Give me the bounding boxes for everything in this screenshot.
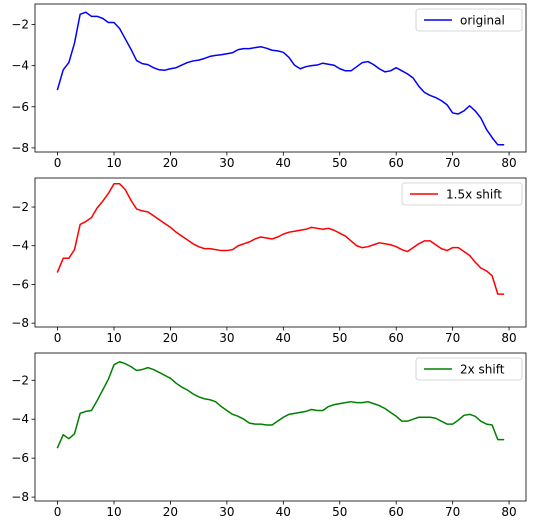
x-tick-label: 30	[219, 331, 234, 345]
y-tick-label: −8	[11, 490, 29, 504]
y-tick-label: −6	[11, 451, 29, 465]
series-line-2x-shift	[56, 361, 505, 449]
y-tick-label: −2	[11, 18, 29, 32]
y-tick-label: −6	[11, 277, 29, 291]
subplot-1: 0 10 20 30 40 50 60 70 80 −8 −6 −4 −2 original	[11, 3, 527, 170]
x-tick-label: 20	[163, 156, 178, 170]
x-tick-label: 40	[276, 156, 291, 170]
subplot-3: 0 10 20 30 40 50 60 70 80 −8 −6 −4 −2 2x shift	[11, 352, 527, 519]
x-tick-label: 0	[54, 156, 62, 170]
series-line-1-5x-shift	[56, 183, 505, 295]
axes-frame	[34, 3, 527, 153]
x-tick-label: 20	[163, 505, 178, 519]
x-tick-label: 40	[276, 505, 291, 519]
legend: original	[415, 8, 523, 32]
y-tick-label: −4	[11, 412, 29, 426]
x-tick-label: 10	[106, 156, 121, 170]
x-tick-label: 80	[501, 156, 516, 170]
x-tick-label: 60	[389, 156, 404, 170]
x-tick-label: 50	[332, 331, 347, 345]
legend-box	[415, 8, 523, 32]
x-tick-label: 50	[332, 505, 347, 519]
x-tick-label: 80	[501, 331, 516, 345]
y-tick-label: −4	[11, 239, 29, 253]
axes-frame	[34, 177, 527, 328]
legend: 2x shift	[415, 357, 523, 381]
legend: 1.5x shift	[401, 182, 523, 206]
x-tick-label: 10	[106, 505, 121, 519]
legend-label: original	[460, 14, 505, 28]
x-tick-label: 70	[445, 156, 460, 170]
legend-label: 2x shift	[460, 363, 505, 377]
axes-frame	[34, 352, 527, 502]
legend-box	[401, 182, 523, 206]
x-tick-label: 70	[445, 331, 460, 345]
series-line-original	[56, 11, 505, 146]
legend-box	[415, 357, 523, 381]
x-tick-label: 60	[389, 331, 404, 345]
x-tick-label: 70	[445, 505, 460, 519]
legend-label: 1.5x shift	[446, 188, 502, 202]
y-tick-label: −2	[11, 373, 29, 387]
x-tick-label: 80	[501, 505, 516, 519]
subplot-2: 0 10 20 30 40 50 60 70 80 −8 −6 −4 −2 1.5x shift	[11, 177, 527, 345]
x-tick-label: 10	[106, 331, 121, 345]
x-tick-label: 60	[389, 505, 404, 519]
y-tick-label: −8	[11, 316, 29, 330]
x-tick-label: 50	[332, 156, 347, 170]
y-tick-label: −6	[11, 100, 29, 114]
x-tick-label: 30	[219, 505, 234, 519]
x-tick-label: 40	[276, 331, 291, 345]
x-tick-label: 30	[219, 156, 234, 170]
x-tick-label: 0	[54, 505, 62, 519]
y-tick-label: −4	[11, 59, 29, 73]
x-tick-label: 0	[54, 331, 62, 345]
x-tick-label: 20	[163, 331, 178, 345]
y-tick-label: −2	[11, 200, 29, 214]
y-tick-label: −8	[11, 141, 29, 155]
